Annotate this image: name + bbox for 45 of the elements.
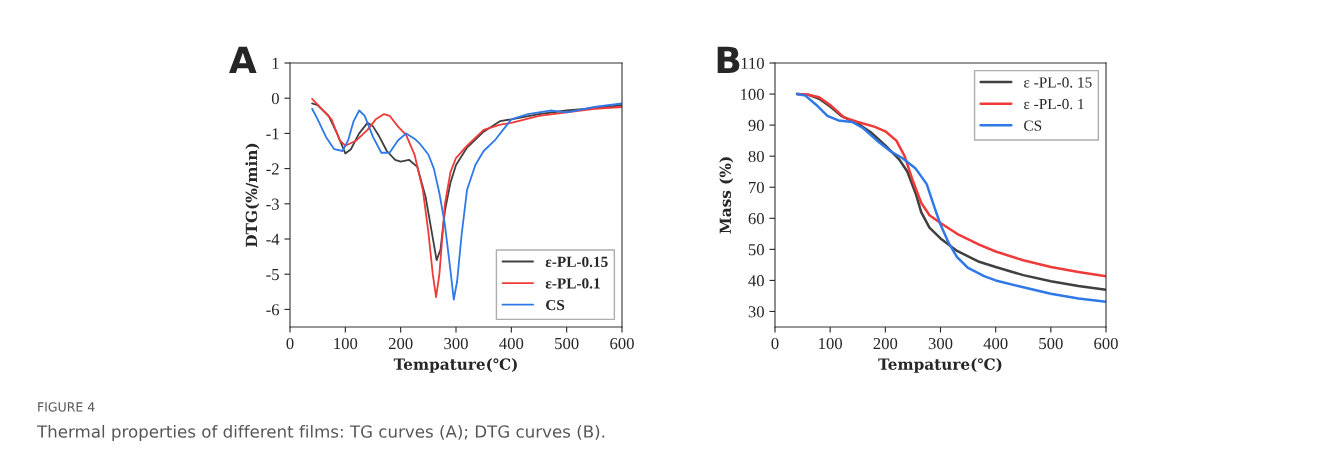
x-tick-label: 400 — [983, 337, 1008, 350]
x-tick-label: 500 — [555, 337, 579, 350]
y-tick-label: 80 — [748, 150, 764, 163]
caption: FIGURE 4 — [38, 402, 95, 412]
y-tick-label: 0 — [271, 92, 279, 105]
x-tick-label: 0 — [771, 337, 779, 350]
y-tick-label: -1 — [266, 128, 279, 140]
y-axis-title: DTG(%/min) — [245, 143, 260, 247]
x-tick-label: 100 — [334, 337, 358, 350]
y-axis-title: Mass (%) — [719, 157, 734, 234]
y-tick-label: 1 — [272, 57, 279, 69]
text: Thermal properties of different films: TG curves (A); DTG curves (B). — [36, 424, 605, 442]
x-axis-title: Tempature(℃) — [393, 358, 517, 373]
x-tick-label: 400 — [499, 337, 524, 350]
y-tick-label: -4 — [266, 233, 280, 245]
x-tick-label: 300 — [928, 337, 953, 350]
x-tick-label: 500 — [1039, 337, 1063, 350]
x-axis-title: Tempature(℃) — [878, 358, 1002, 373]
y-tick-label: 50 — [748, 244, 764, 256]
x-tick-label: 0 — [286, 337, 294, 350]
x-tick-label: 100 — [819, 337, 843, 350]
chart-title: B — [717, 46, 740, 73]
legend-label: ε-PL-0.15 — [545, 256, 608, 268]
legend-label: ε-PL-0.1 — [545, 278, 600, 289]
y-tick-label: -2 — [266, 163, 279, 175]
y-tick-label: 90 — [748, 119, 764, 132]
x-tick-label: 600 — [1094, 337, 1118, 350]
legend-label: CS — [546, 299, 565, 311]
y-tick-label: -5 — [266, 269, 279, 281]
y-tick-label: -3 — [266, 198, 279, 210]
legend-label: CS — [1024, 120, 1042, 131]
y-tick-label: 40 — [748, 275, 764, 287]
y-tick-label: 70 — [749, 181, 764, 194]
y-tick-label: 100 — [741, 88, 764, 101]
legend-label: ε -PL-0. 1 — [1024, 98, 1084, 110]
legend-label: ε -PL-0. 15 — [1024, 77, 1092, 88]
y-tick-label: -6 — [266, 304, 280, 316]
x-tick-label: 600 — [610, 337, 634, 350]
x-tick-label: 200 — [388, 337, 413, 350]
x-tick-label: 200 — [873, 337, 898, 350]
y-tick-label: 60 — [748, 212, 764, 225]
chart-title: A — [229, 46, 257, 73]
y-tick-label: 110 — [741, 57, 764, 69]
x-tick-label: 300 — [444, 337, 468, 350]
y-tick-label: 30 — [748, 306, 764, 318]
